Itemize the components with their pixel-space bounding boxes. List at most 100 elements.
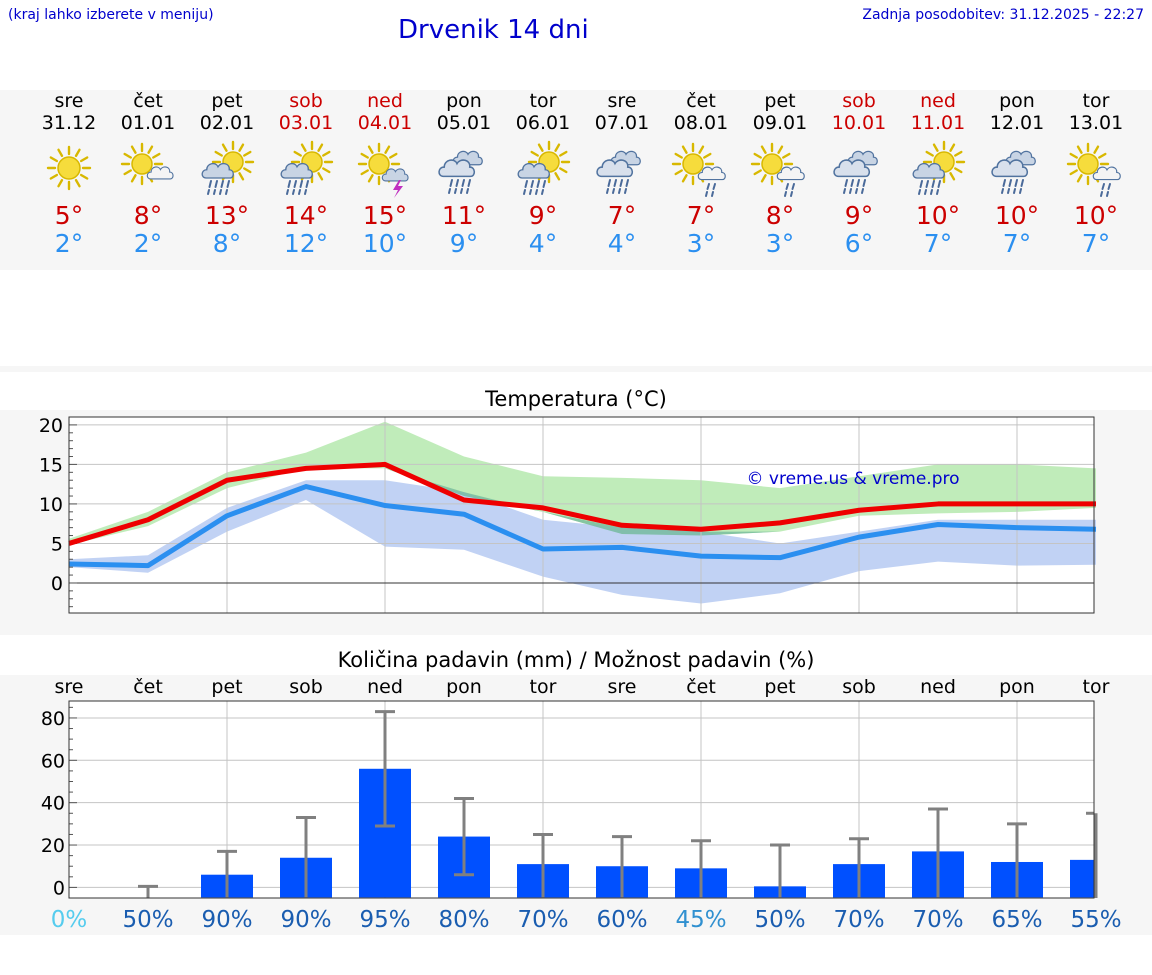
day-label: čet (133, 676, 163, 698)
day-date: 02.01 (199, 112, 255, 134)
separator-band (0, 366, 1152, 372)
precip-probability: 70% (517, 907, 568, 933)
day-column: sre 07.01 7° 4° (583, 90, 662, 258)
y-tick-label: 15 (39, 454, 63, 476)
day-label: sre (55, 676, 84, 698)
max-temp: 13° (204, 201, 250, 230)
day-label: ned (367, 676, 403, 698)
max-temp: 7° (607, 201, 637, 230)
day-date: 11.01 (910, 112, 966, 134)
day-date: 07.01 (594, 112, 650, 134)
day-column: sob 03.01 14° 12° (267, 90, 346, 258)
watermark: © vreme.us & vreme.pro (746, 469, 959, 489)
day-label: ned (920, 676, 956, 698)
precip-probability: 50% (122, 907, 173, 933)
precip-probability: 55% (1070, 907, 1121, 933)
temperature-chart-title: Temperatura (°C) (485, 387, 667, 411)
max-temp: 11° (441, 201, 487, 230)
day-name: sre (54, 90, 84, 112)
y-tick-label: 20 (39, 415, 63, 437)
plot-frame (68, 416, 1095, 614)
min-temp-line (68, 484, 1097, 569)
day-label: čet (686, 676, 716, 698)
max-temp: 10° (994, 201, 1040, 230)
day-name: sre (607, 90, 637, 112)
day-date: 09.01 (752, 112, 808, 134)
max-temp: 10° (915, 201, 961, 230)
max-temp: 14° (283, 201, 329, 230)
precip-probability: 65% (991, 907, 1042, 933)
y-tick-label: 40 (41, 793, 65, 815)
day-column: čet 01.01 8° 2° (109, 90, 188, 258)
sun-cloud-drizzle-icon (671, 142, 726, 197)
y-tick-label: 20 (41, 835, 65, 857)
min-temp: 2° (54, 229, 84, 258)
max-temp: 8° (133, 201, 163, 230)
daily-forecast-strip: sre 31.12 5° 2° čet 01.01 8° 2° pet 02.01 13° 8° sob… (0, 90, 1152, 270)
y-tick-label: 60 (41, 750, 65, 772)
max-temp-line (68, 461, 1096, 546)
precip-probability: 80% (438, 907, 489, 933)
precip-probability: 70% (912, 907, 963, 933)
day-label: sob (289, 676, 323, 698)
day-label: sob (842, 676, 876, 698)
y-tick-label: 0 (53, 877, 65, 899)
max-temp: 5° (54, 201, 84, 230)
day-name: čet (686, 90, 716, 112)
precip-probability: 70% (833, 907, 884, 933)
sun-cloud-rain-icon (517, 140, 571, 195)
precip-probability: 45% (675, 907, 726, 933)
day-column: pet 02.01 13° 8° (188, 90, 267, 258)
min-temp: 12° (283, 229, 329, 258)
day-name: tor (529, 90, 557, 112)
max-temp: 9° (528, 201, 558, 230)
precip-bar (1070, 859, 1094, 898)
day-date: 31.12 (41, 112, 97, 134)
min-temp: 3° (686, 229, 716, 258)
day-date: 08.01 (673, 112, 729, 134)
day-name: čet (133, 90, 163, 112)
sun-cloud-icon (120, 142, 174, 186)
day-column: pon 05.01 11° 9° (425, 90, 504, 258)
day-name: pet (764, 90, 796, 112)
day-column: pon 12.01 10° 7° (978, 90, 1057, 258)
cloud-rain-icon (991, 150, 1036, 194)
sun-cloud-rain-icon (912, 140, 966, 195)
day-column: tor 13.01 10° 7° (1057, 90, 1136, 258)
day-label: tor (1083, 676, 1110, 698)
sun-cloud-rain-icon (201, 140, 255, 195)
day-label: pon (999, 676, 1035, 698)
location-hint: (kraj lahko izberete v meniju) (8, 7, 214, 23)
day-date: 06.01 (515, 112, 571, 134)
day-name: sob (842, 90, 876, 112)
min-range-band (69, 480, 1096, 604)
day-date: 05.01 (436, 112, 492, 134)
last-update: Zadnja posodobitev: 31.12.2025 - 22:27 (862, 7, 1144, 23)
day-name: tor (1082, 90, 1110, 112)
page-title: Drvenik 14 dni (398, 15, 589, 45)
precipitation-chart-title: Količina padavin (mm) / Možnost padavin … (337, 648, 815, 672)
sun-cloud-drizzle-icon (750, 142, 805, 197)
day-column: sre 31.12 5° 2° (30, 90, 109, 258)
sun-cloud-drizzle-icon (1066, 142, 1121, 197)
sun-icon (46, 145, 92, 191)
precip-probability: 90% (201, 907, 252, 933)
cloud-rain-icon (596, 150, 641, 194)
day-label: pet (211, 676, 242, 698)
min-temp: 7° (1002, 229, 1032, 258)
day-column: sob 10.01 9° 6° (820, 90, 899, 258)
day-column: čet 08.01 7° 3° (662, 90, 741, 258)
min-temp: 6° (844, 229, 874, 258)
day-date: 01.01 (120, 112, 176, 134)
temperature-chart: 0 5 10 15 20 © vreme.us & vreme.pro (39, 415, 1097, 614)
precip-probability: 95% (359, 907, 410, 933)
day-label: tor (530, 676, 557, 698)
y-tick-label: 0 (51, 573, 63, 595)
day-date: 12.01 (989, 112, 1045, 134)
max-temp: 10° (1073, 201, 1119, 230)
min-temp: 4° (607, 229, 637, 258)
precip-probability: 50% (754, 907, 805, 933)
min-temp: 2° (133, 229, 163, 258)
y-tick-label: 10 (39, 494, 63, 516)
plot-frame (68, 700, 1095, 899)
